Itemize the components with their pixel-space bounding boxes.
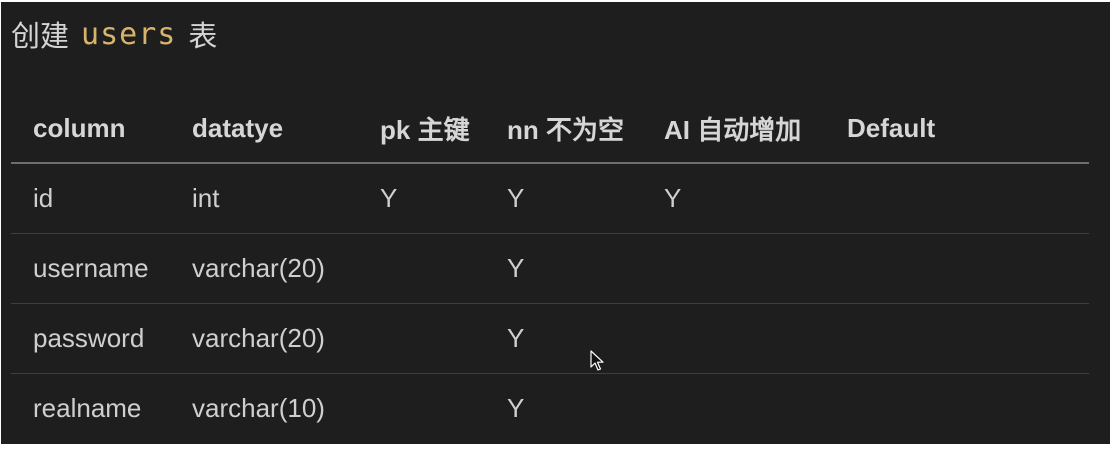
table-row: id int Y Y Y [11,163,1089,234]
table-header-row: column datatye pk 主键 nn 不为空 AI 自动增加 Defa… [11,94,1089,164]
cell-nn: Y [485,303,642,374]
cell-column: id [11,163,170,234]
header-default: Default [825,94,1089,164]
cell-pk [358,303,485,374]
header-ai: AI 自动增加 [642,94,825,164]
cell-nn: Y [485,233,642,304]
cell-pk [358,233,485,304]
header-nn: nn 不为空 [485,94,642,164]
cell-column: username [11,233,170,304]
cell-datatype: varchar(20) [170,233,358,304]
header-datatype: datatye [170,94,358,164]
cell-datatype: int [170,163,358,234]
cell-column: realname [33,393,142,423]
cell-ai [642,374,825,444]
document-panel: 创建 users 表 column datatye pk 主键 nn 不为空 A… [1,2,1110,444]
cell-default [825,374,1089,444]
cell-nn: Y [485,163,642,234]
title-prefix: 创建 [11,19,70,53]
header-pk: pk 主键 [358,94,485,164]
cell-datatype: varchar(20) [170,303,358,374]
cell-nn: Y [507,393,525,423]
table-row: password varchar(20) Y [11,303,1089,374]
cell-pk: Y [358,163,485,234]
table-row: username varchar(20) Y [11,233,1089,304]
page-title: 创建 users 表 [11,14,217,54]
cell-default [825,233,1089,304]
cell-ai [642,233,825,304]
schema-table: column datatye pk 主键 nn 不为空 AI 自动增加 Defa… [11,94,1089,443]
cell-default [825,163,1089,234]
cell-pk [358,374,485,444]
cell-datatype: varchar(10) [192,393,325,423]
header-column: column [11,94,170,164]
cell-column: password [11,303,170,374]
cell-default [825,303,1089,374]
table-row: realname varchar(10) Y [11,374,1089,444]
title-suffix: 表 [188,19,218,53]
title-table-name: users [81,16,177,52]
cell-ai: Y [642,163,825,234]
mouse-pointer-icon [590,350,604,371]
cell-ai [642,303,825,374]
